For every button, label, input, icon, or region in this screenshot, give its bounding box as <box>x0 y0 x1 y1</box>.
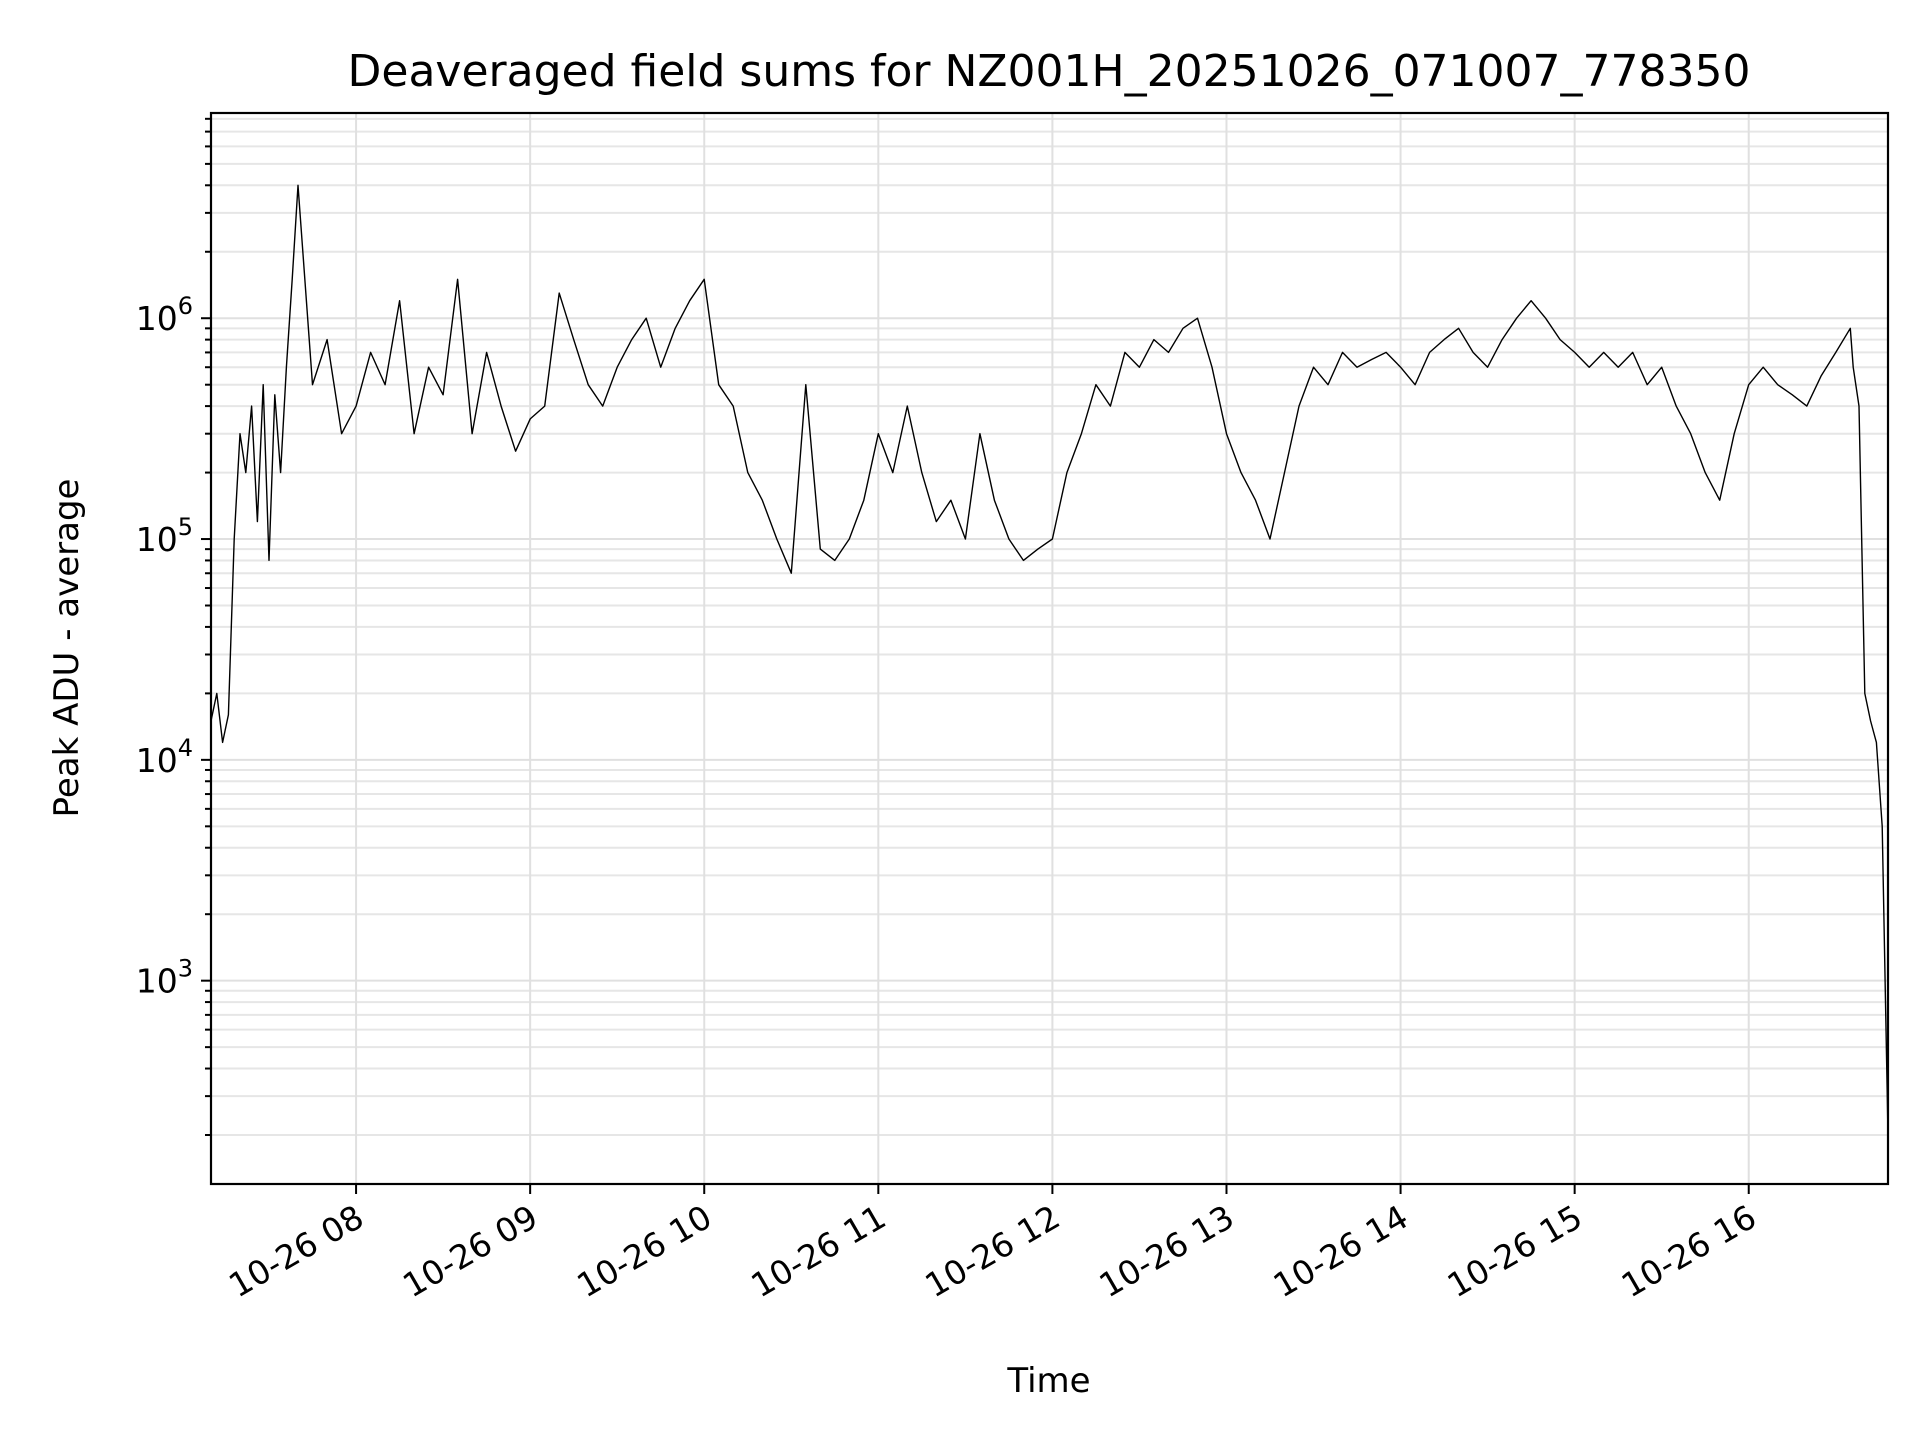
y-tick-label: 105 <box>136 513 193 559</box>
y-tick-label: 103 <box>136 955 193 1001</box>
y-axis-label: Peak ADU - average <box>47 479 87 818</box>
x-tick-label: 10-26 09 <box>396 1197 544 1305</box>
x-axis-label: Time <box>1006 1361 1090 1401</box>
chart-title: Deaveraged field sums for NZ001H_2025102… <box>348 46 1751 97</box>
series-line <box>210 184 1889 1136</box>
x-tick-label: 10-26 10 <box>570 1197 718 1305</box>
y-tick-label: 106 <box>136 292 193 338</box>
plot-frame <box>209 111 1890 1186</box>
x-tick-label: 10-26 13 <box>1092 1197 1240 1305</box>
x-tick-label: 10-26 14 <box>1267 1197 1415 1305</box>
x-tick-label: 10-26 12 <box>918 1197 1066 1305</box>
y-tick-label: 104 <box>136 734 193 780</box>
x-tick-label: 10-26 08 <box>222 1197 370 1305</box>
x-tick-label: 10-26 11 <box>744 1197 892 1305</box>
x-tick-label: 10-26 15 <box>1441 1197 1589 1305</box>
grid <box>211 113 1888 1184</box>
x-tick-label: 10-26 16 <box>1615 1197 1763 1305</box>
